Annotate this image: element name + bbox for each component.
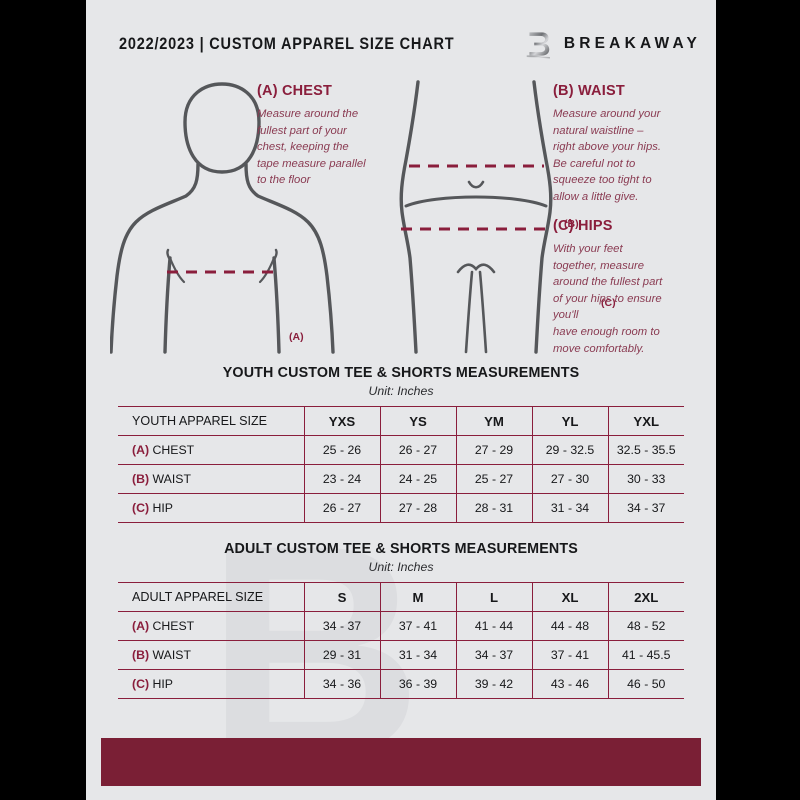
- waist-line-label: (B): [564, 218, 579, 230]
- adult-size-table: ADULT APPAREL SIZE S M L XL 2XL (A) CHES…: [118, 582, 684, 699]
- youth-hip-yxl: 34 - 37: [607, 493, 684, 523]
- row-marker: (A): [132, 443, 150, 457]
- adult-hip-s: 34 - 36: [303, 669, 381, 699]
- youth-section-title: YOUTH CUSTOM TEE & SHORTS MEASUREMENTS: [222, 365, 580, 381]
- youth-hip-yl: 31 - 34: [531, 493, 609, 523]
- chest-guide-body: Measure around the fullest part of your …: [257, 108, 366, 187]
- chest-line-label: (A): [289, 331, 304, 343]
- youth-chest-yxl: 32.5 - 35.5: [607, 435, 684, 465]
- size-chart-page: B 2022/2023 | CUSTOM APPAREL SIZE CHART …: [86, 0, 716, 800]
- youth-row-label-waist: (B) WAIST: [118, 464, 305, 494]
- youth-waist-ys: 24 - 25: [379, 464, 457, 494]
- adult-size-col-3: XL: [531, 582, 609, 612]
- adult-size-header-cell: ADULT APPAREL SIZE: [118, 582, 305, 612]
- table-header-row: ADULT APPAREL SIZE S M L XL 2XL: [118, 582, 684, 612]
- youth-row-label-hip: (C) HIP: [118, 493, 305, 523]
- table-header-row: YOUTH APPAREL SIZE YXS YS YM YL YXL: [118, 406, 684, 436]
- youth-size-col-3: YL: [531, 406, 609, 436]
- adult-row-label-chest: (A) CHEST: [118, 611, 305, 641]
- adult-chest-2xl: 48 - 52: [607, 611, 684, 641]
- youth-size-header-cell: YOUTH APPAREL SIZE: [118, 406, 305, 436]
- youth-waist-yl: 27 - 30: [531, 464, 609, 494]
- adult-waist-l: 34 - 37: [455, 640, 533, 670]
- measurement-illustrations: (A) (B) (C) (A) CHEST Measure around the…: [86, 70, 716, 360]
- adult-row-label-hip: (C) HIP: [118, 669, 305, 699]
- adult-section-unit: Unit: Inches: [368, 560, 434, 574]
- youth-hip-ys: 27 - 28: [379, 493, 457, 523]
- row-name: CHEST: [152, 443, 195, 457]
- row-marker: (C): [132, 501, 150, 515]
- row-name: WAIST: [152, 472, 191, 486]
- chest-guide-title: (A) CHEST: [257, 83, 333, 99]
- adult-size-col-2: L: [455, 582, 533, 612]
- youth-size-col-4: YXL: [607, 406, 684, 436]
- torso-figure-illustration: [110, 82, 335, 354]
- lower-body-figure-illustration: [399, 80, 553, 354]
- row-marker: (B): [132, 472, 150, 486]
- youth-size-col-2: YM: [455, 406, 533, 436]
- table-row: (B) WAIST 29 - 31 31 - 34 34 - 37 37 - 4…: [118, 640, 684, 670]
- adult-chest-m: 37 - 41: [379, 611, 457, 641]
- youth-row-label-chest: (A) CHEST: [118, 435, 305, 465]
- page-title: 2022/2023 | CUSTOM APPAREL SIZE CHART: [119, 34, 455, 53]
- adult-hip-2xl: 46 - 50: [607, 669, 684, 699]
- youth-chest-yxs: 25 - 26: [303, 435, 381, 465]
- table-row: (C) HIP 34 - 36 36 - 39 39 - 42 43 - 46 …: [118, 669, 684, 699]
- youth-waist-yxs: 23 - 24: [303, 464, 381, 494]
- row-name: WAIST: [152, 648, 191, 662]
- adult-waist-2xl: 41 - 45.5: [607, 640, 684, 670]
- youth-section-unit: Unit: Inches: [368, 384, 434, 398]
- brand-name: BREAKAWAY: [563, 35, 701, 52]
- youth-size-col-1: YS: [379, 406, 457, 436]
- hips-guide-body: With your feet together, measure around …: [553, 243, 663, 355]
- youth-waist-ym: 25 - 27: [455, 464, 533, 494]
- adult-waist-m: 31 - 34: [379, 640, 457, 670]
- adult-hip-l: 39 - 42: [455, 669, 533, 699]
- page-header: 2022/2023 | CUSTOM APPAREL SIZE CHART BR…: [86, 27, 716, 61]
- row-name: HIP: [152, 501, 174, 515]
- table-row: (B) WAIST 23 - 24 24 - 25 25 - 27 27 - 3…: [118, 464, 684, 494]
- youth-size-col-0: YXS: [303, 406, 381, 436]
- adult-size-section: ADULT CUSTOM TEE & SHORTS MEASUREMENTS U…: [86, 541, 716, 699]
- waist-guide-block: (B) WAIST Measure around your natural wa…: [553, 83, 703, 206]
- hips-guide-title: (C) HIPS: [553, 218, 613, 234]
- adult-size-col-1: M: [379, 582, 457, 612]
- adult-hip-xl: 43 - 46: [531, 669, 609, 699]
- adult-section-title: ADULT CUSTOM TEE & SHORTS MEASUREMENTS: [224, 541, 578, 557]
- chest-guide-block: (A) CHEST Measure around the fullest par…: [257, 83, 399, 189]
- breakaway-b-logo-icon: [526, 30, 550, 59]
- row-name: CHEST: [152, 619, 195, 633]
- waist-guide-body: Measure around your natural waistline – …: [553, 108, 662, 203]
- waist-guide-title: (B) WAIST: [553, 83, 625, 99]
- brand-lockup: BREAKAWAY: [525, 27, 701, 61]
- row-name: HIP: [152, 677, 174, 691]
- row-marker: (B): [132, 648, 150, 662]
- table-row: (A) CHEST 25 - 26 26 - 27 27 - 29 29 - 3…: [118, 435, 684, 465]
- adult-waist-xl: 37 - 41: [531, 640, 609, 670]
- youth-chest-ym: 27 - 29: [455, 435, 533, 465]
- adult-chest-s: 34 - 37: [303, 611, 381, 641]
- adult-size-col-4: 2XL: [607, 582, 684, 612]
- adult-chest-xl: 44 - 48: [531, 611, 609, 641]
- youth-chest-ys: 26 - 27: [379, 435, 457, 465]
- adult-chest-l: 41 - 44: [455, 611, 533, 641]
- hips-guide-block: (C) HIPS With your feet together, measur…: [553, 218, 703, 357]
- youth-size-section: YOUTH CUSTOM TEE & SHORTS MEASUREMENTS U…: [86, 365, 716, 523]
- table-row: (C) HIP 26 - 27 27 - 28 28 - 31 31 - 34 …: [118, 493, 684, 523]
- youth-waist-yxl: 30 - 33: [607, 464, 684, 494]
- row-marker: (C): [132, 677, 150, 691]
- adult-row-label-waist: (B) WAIST: [118, 640, 305, 670]
- adult-hip-m: 36 - 39: [379, 669, 457, 699]
- youth-chest-yl: 29 - 32.5: [531, 435, 609, 465]
- row-marker: (A): [132, 619, 150, 633]
- youth-size-table: YOUTH APPAREL SIZE YXS YS YM YL YXL (A) …: [118, 406, 684, 523]
- youth-hip-ym: 28 - 31: [455, 493, 533, 523]
- adult-size-col-0: S: [303, 582, 381, 612]
- footer-accent-bar: [101, 738, 701, 786]
- table-row: (A) CHEST 34 - 37 37 - 41 41 - 44 44 - 4…: [118, 611, 684, 641]
- hip-line-label: (C): [601, 297, 616, 309]
- youth-hip-yxs: 26 - 27: [303, 493, 381, 523]
- adult-waist-s: 29 - 31: [303, 640, 381, 670]
